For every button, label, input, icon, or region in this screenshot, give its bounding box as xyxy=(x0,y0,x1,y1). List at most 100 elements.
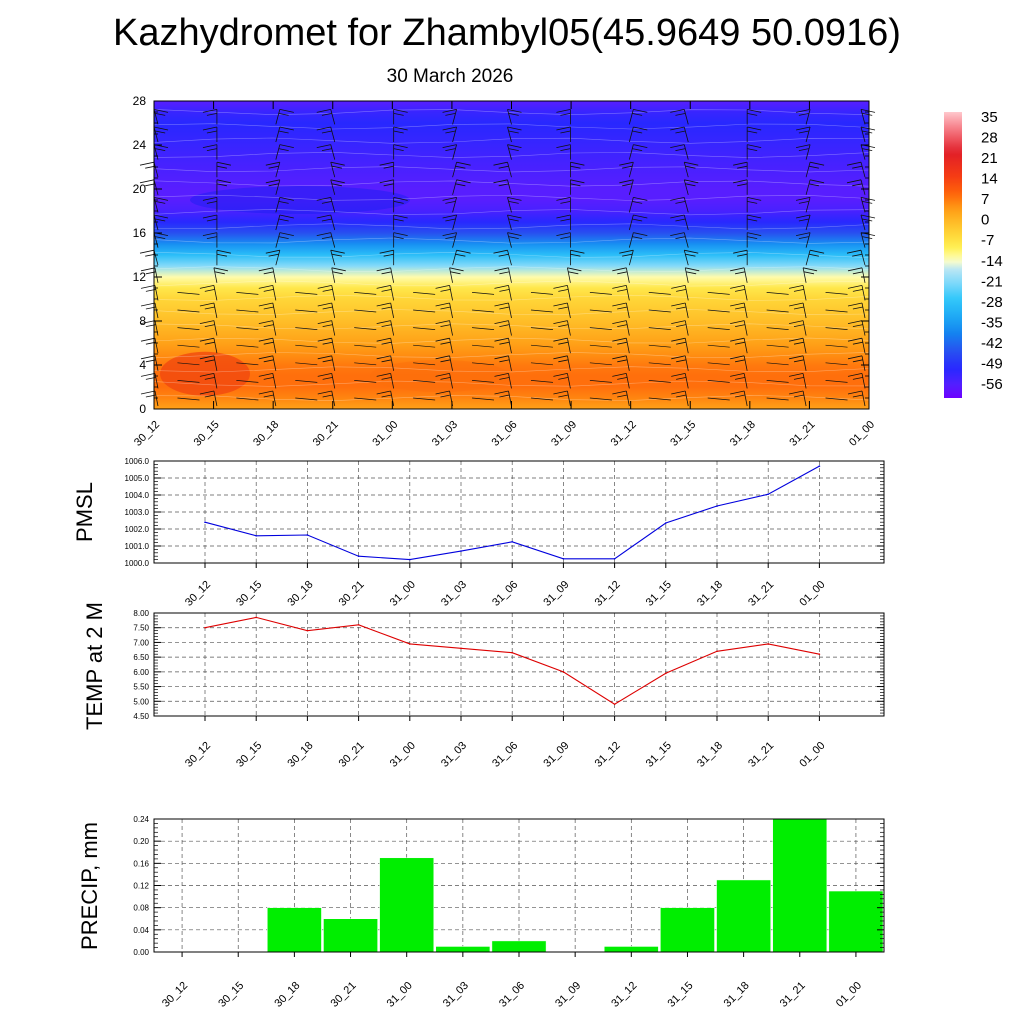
wind-barb-feather xyxy=(798,130,809,134)
contour-line xyxy=(153,137,870,144)
wind-barb-feather xyxy=(153,109,169,113)
wind-barb-feather xyxy=(553,355,568,360)
wind-barb-feather xyxy=(456,179,471,184)
wind-barb-feather xyxy=(570,179,585,184)
x-tick-label: 30_21 xyxy=(337,579,367,609)
precip-bar xyxy=(435,946,491,953)
wind-barb-flag xyxy=(413,397,436,401)
wind-barb-flag xyxy=(589,327,612,330)
contour-line xyxy=(153,366,870,373)
wind-barb-flag xyxy=(766,380,789,383)
x-tick-label: 31_21 xyxy=(746,579,776,609)
wind-barb-feather xyxy=(204,306,215,310)
wind-barb-staff xyxy=(802,373,807,389)
wind-barb-feather xyxy=(795,126,811,131)
y-tick-label: 4.50 xyxy=(133,712,149,721)
wind-barb-feather xyxy=(435,355,450,360)
wind-barb-feather xyxy=(558,394,569,398)
wind-barb-staff xyxy=(860,109,866,125)
wind-barb-feather xyxy=(560,130,571,134)
y-tick-label: 1003.0 xyxy=(125,508,150,517)
precip-bar xyxy=(772,818,828,953)
temperature-field xyxy=(154,101,869,409)
wind-barb-feather xyxy=(730,355,745,360)
wind-barb-staff xyxy=(330,144,336,160)
wind-barb-feather xyxy=(206,130,217,134)
wind-barb-feather xyxy=(670,109,685,113)
wind-barb-flag xyxy=(530,380,553,383)
data-point xyxy=(665,522,667,524)
x-tick-label: 31_06 xyxy=(490,419,520,449)
wind-barb-staff xyxy=(213,285,218,301)
wind-barb-feather xyxy=(206,218,217,222)
wind-barb-feather xyxy=(258,320,273,324)
wind-barb-staff xyxy=(507,232,512,248)
wind-barb-staff xyxy=(802,355,807,371)
wind-barb-staff xyxy=(154,338,159,354)
y-tick-label: 0.16 xyxy=(133,859,149,868)
x-tick-label: 01_00 xyxy=(847,419,877,449)
wind-barb-feather xyxy=(498,165,509,169)
wind-barb-flag xyxy=(825,327,848,330)
wind-barb-staff xyxy=(275,162,281,178)
x-tick-label: 31_09 xyxy=(541,740,571,770)
data-point xyxy=(716,505,718,507)
contour-line xyxy=(153,209,870,216)
wind-barb-feather xyxy=(676,289,687,292)
wind-barb-flag xyxy=(648,380,671,383)
wind-barb-feather xyxy=(494,390,509,395)
wind-barb-feather xyxy=(847,320,863,324)
wind-barb-feather xyxy=(852,289,863,292)
wind-barb-feather xyxy=(155,236,166,239)
wind-barb-flag xyxy=(530,327,553,330)
wind-barb-feather xyxy=(440,306,451,310)
wind-barb-feather xyxy=(795,144,811,148)
wind-barb-staff xyxy=(802,267,807,283)
wind-barb-staff xyxy=(390,320,395,336)
x-tick-label: 31_09 xyxy=(553,980,583,1010)
wind-barb-feather xyxy=(747,130,758,134)
wind-barb-feather xyxy=(747,113,758,116)
wind-barb-feather xyxy=(730,337,745,342)
wind-barb-feather xyxy=(556,109,571,113)
wind-barb-feather xyxy=(570,183,581,187)
wind-barb-feather xyxy=(632,130,643,134)
wind-barb-feather xyxy=(216,183,227,187)
wind-barb-staff xyxy=(272,320,277,336)
wind-barb-flag xyxy=(648,344,671,348)
wind-barb-feather xyxy=(558,359,569,363)
x-tick-label: 30_18 xyxy=(272,980,302,1010)
wind-barb-feather xyxy=(139,249,155,254)
wind-barb-staff xyxy=(628,144,634,160)
wind-barb-feather xyxy=(862,201,873,204)
wind-barb-feather xyxy=(493,161,508,166)
wind-barb-feather xyxy=(206,148,217,151)
wind-barb-staff xyxy=(153,162,159,178)
y-tick-label: 0 xyxy=(139,402,146,416)
wind-barb-feather xyxy=(508,113,519,116)
wind-barb-staff xyxy=(802,320,807,336)
wind-barb-staff xyxy=(272,338,277,354)
wind-barb-feather xyxy=(455,253,466,257)
wind-barb-feather xyxy=(747,148,758,151)
wind-barb-staff xyxy=(275,250,281,266)
wind-barb-staff xyxy=(684,267,689,283)
wind-barb-feather xyxy=(632,236,643,239)
wind-barb-feather xyxy=(202,126,218,131)
wind-barb-flag xyxy=(825,397,848,401)
wind-barb-feather xyxy=(852,306,863,310)
wind-barb-flag xyxy=(766,327,789,330)
temp-panel: 4.50 5.00 5.50 6.00 6.50 7.00 7.50 8.00 30_12 30_… xyxy=(82,602,885,770)
wind-barb-feather xyxy=(317,355,332,360)
x-tick-label: 01_00 xyxy=(797,740,827,770)
wind-barb-feather xyxy=(376,337,391,342)
x-tick-label: 31_06 xyxy=(497,980,527,1010)
wind-barb-feather xyxy=(258,267,273,272)
data-point xyxy=(204,521,206,523)
wind-barb-staff xyxy=(153,126,159,143)
wind-barb-feather xyxy=(730,390,745,395)
x-tick-label: 30_15 xyxy=(234,579,264,609)
wind-barb-feather xyxy=(442,214,457,219)
wind-barb-feather xyxy=(317,390,332,395)
